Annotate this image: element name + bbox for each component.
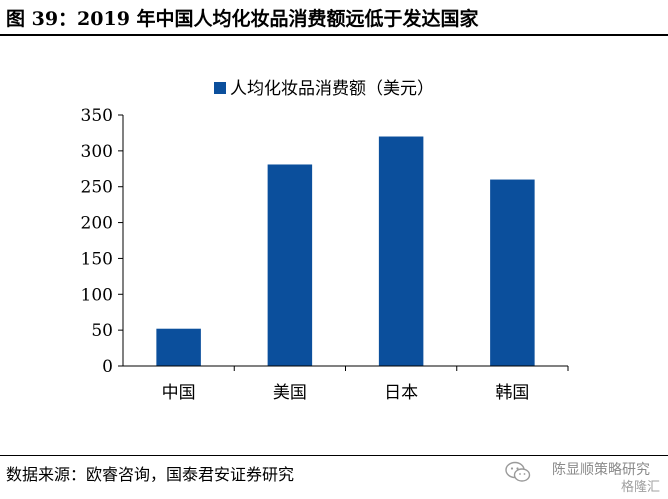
x-tick-label: 韩国 <box>495 383 529 403</box>
bar-3 <box>490 179 535 366</box>
y-tick-label: 200 <box>81 214 113 234</box>
x-axis: 中国 美国 日本 韩国 <box>123 365 569 403</box>
legend-label: 人均化妆品消费额（美元） <box>230 79 434 99</box>
bar-1 <box>267 164 313 366</box>
y-tick-label: 300 <box>81 142 113 162</box>
watermark-subtext: 格隆汇 <box>620 480 660 495</box>
y-tick-label: 50 <box>91 321 113 341</box>
watermark-text: 陈显顺策略研究 <box>552 462 650 478</box>
footer-divider <box>0 455 668 456</box>
bars <box>156 136 535 366</box>
x-tick-label: 日本 <box>384 383 418 403</box>
chart-legend: 人均化妆品消费额（美元） <box>214 79 434 99</box>
y-tick-label: 250 <box>81 178 113 198</box>
bar-0 <box>156 328 201 366</box>
x-tick-label: 中国 <box>162 383 196 403</box>
y-tick-label: 350 <box>81 106 113 126</box>
y-tick-label: 150 <box>81 249 113 269</box>
bar-2 <box>378 136 424 366</box>
y-tick-label: 0 <box>102 357 113 377</box>
y-axis: 0 50 100 150 200 250 300 350 <box>81 106 124 377</box>
x-tick-label: 美国 <box>273 383 307 403</box>
legend-swatch <box>214 82 226 94</box>
wechat-icon <box>505 461 531 482</box>
bar-chart: 人均化妆品消费额（美元） 0 50 100 150 200 250 300 350 中国 美国 日… <box>81 79 569 403</box>
source-note: 数据来源：欧睿咨询，国泰君安证券研究 <box>6 465 295 484</box>
y-tick-label: 100 <box>81 285 113 305</box>
figure-title: 图 39：2019 年中国人均化妆品消费额远低于发达国家 <box>6 8 479 30</box>
title-divider <box>0 34 668 36</box>
